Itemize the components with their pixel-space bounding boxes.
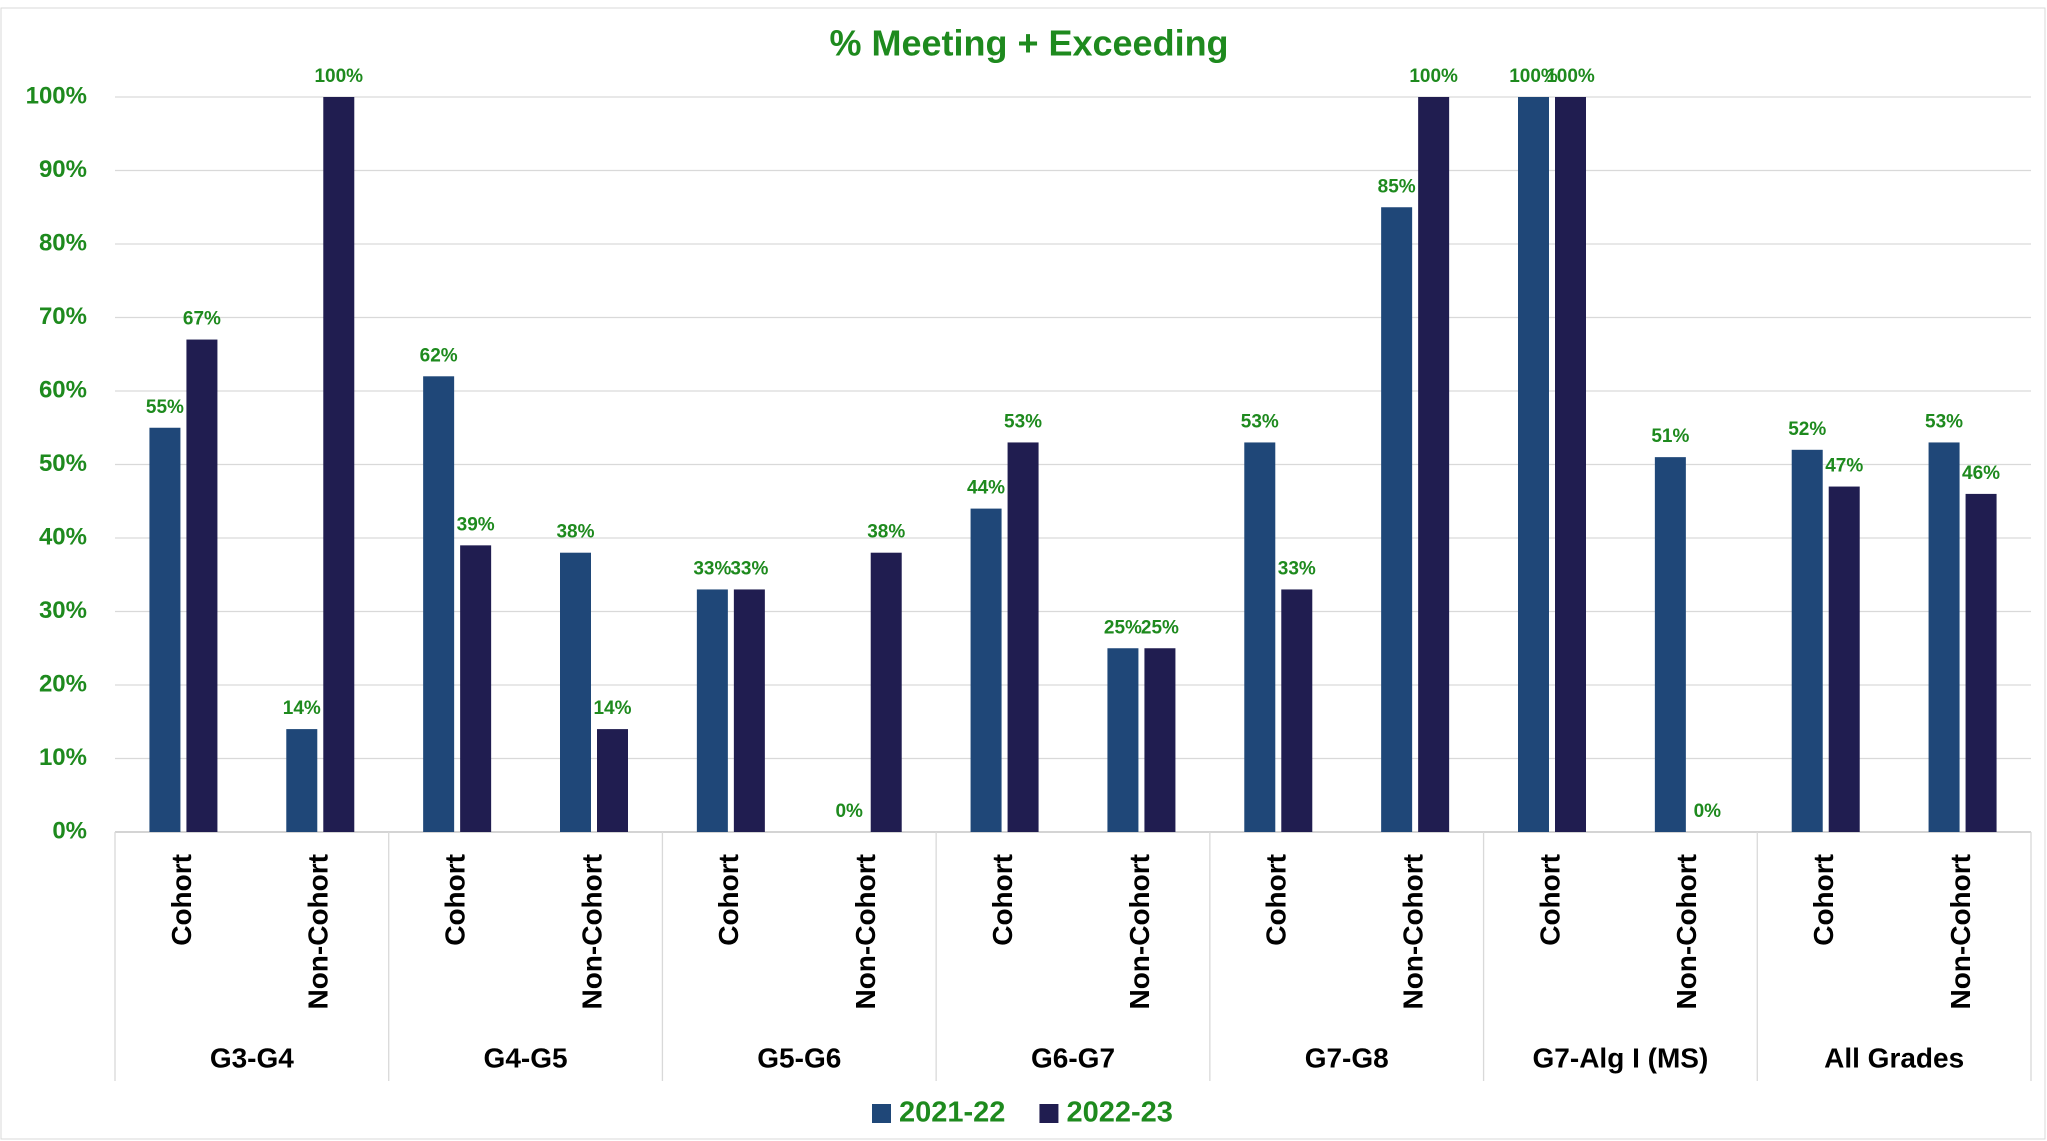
data-label: 33%: [730, 558, 768, 579]
x-tick-label: Cohort: [440, 854, 471, 946]
x-tick-label: Non-Cohort: [1124, 854, 1155, 1010]
bar: [870, 552, 902, 832]
data-label: 14%: [593, 698, 631, 719]
data-label: 55%: [146, 397, 184, 418]
y-tick-label: 80%: [39, 229, 87, 256]
data-label: 53%: [1925, 411, 1963, 432]
bar: [286, 729, 318, 832]
bar: [1654, 457, 1686, 832]
data-label: 44%: [967, 478, 1005, 499]
data-label: 62%: [420, 345, 458, 366]
data-label: 100%: [1509, 66, 1558, 87]
x-tick-label: Non-Cohort: [1945, 854, 1976, 1010]
bar: [597, 729, 628, 832]
bar: [1928, 442, 1960, 832]
bar: [1555, 97, 1586, 832]
data-label: 52%: [1788, 419, 1826, 440]
data-label: 39%: [457, 514, 495, 535]
bar: [149, 427, 181, 832]
bar: [460, 545, 492, 832]
legend-label: 2021-22: [899, 1097, 1005, 1129]
data-label: 38%: [556, 522, 594, 543]
bar: [1281, 589, 1313, 832]
data-label: 100%: [314, 66, 363, 87]
bar: [1144, 648, 1176, 832]
bar: [1418, 97, 1450, 832]
bar: [423, 376, 455, 832]
bar: [560, 552, 591, 832]
group-label: G7-Alg I (MS): [1533, 1042, 1709, 1073]
bar: [323, 97, 355, 832]
y-tick-label: 40%: [39, 523, 87, 550]
y-tick-label: 60%: [39, 376, 87, 403]
group-label: G3-G4: [210, 1042, 294, 1073]
x-tick-label: Cohort: [713, 854, 744, 946]
data-label: 33%: [693, 558, 731, 579]
data-label: 33%: [1278, 558, 1316, 579]
bar: [1244, 442, 1276, 832]
y-tick-label: 0%: [52, 817, 87, 844]
y-tick-label: 90%: [39, 156, 87, 183]
bar: [1107, 648, 1139, 832]
data-label: 67%: [183, 309, 221, 330]
bar: [1007, 442, 1039, 832]
bar: [1518, 97, 1549, 832]
y-tick-label: 70%: [39, 303, 87, 330]
chart-title: % Meeting + Exceeding: [829, 23, 1228, 64]
data-label: 38%: [867, 522, 905, 543]
group-label: G5-G6: [757, 1042, 841, 1073]
data-label: 100%: [1546, 66, 1595, 87]
x-tick-label: Cohort: [166, 854, 197, 946]
data-label: 0%: [835, 801, 863, 822]
data-label: 53%: [1004, 411, 1042, 432]
data-label: 25%: [1141, 617, 1179, 638]
bar: [1828, 486, 1860, 832]
x-tick-label: Cohort: [1261, 854, 1292, 946]
bar: [970, 508, 1002, 832]
data-label: 47%: [1825, 456, 1863, 477]
legend-label: 2022-23: [1066, 1097, 1172, 1129]
x-tick-label: Cohort: [987, 854, 1018, 946]
data-label: 100%: [1409, 66, 1458, 87]
y-tick-label: 20%: [39, 670, 87, 697]
legend-swatch: [872, 1104, 891, 1123]
x-tick-label: Non-Cohort: [1398, 854, 1429, 1010]
x-tick-label: Cohort: [1808, 854, 1839, 946]
x-tick-label: Cohort: [1534, 854, 1565, 946]
y-tick-label: 30%: [39, 597, 87, 624]
x-tick-label: Non-Cohort: [303, 854, 334, 1010]
group-label: G6-G7: [1031, 1042, 1115, 1073]
bar: [186, 339, 218, 832]
data-label: 85%: [1378, 176, 1416, 197]
data-label: 0%: [1694, 801, 1722, 822]
group-label: All Grades: [1824, 1042, 1964, 1073]
x-tick-label: Non-Cohort: [576, 854, 607, 1010]
bar: [1791, 449, 1823, 832]
bar: [1381, 207, 1413, 832]
y-tick-label: 50%: [39, 450, 87, 477]
group-label: G4-G5: [484, 1042, 568, 1073]
legend-swatch: [1039, 1104, 1059, 1123]
x-tick-label: Non-Cohort: [1671, 854, 1702, 1010]
data-label: 46%: [1962, 463, 2000, 484]
y-tick-label: 100%: [26, 82, 87, 109]
data-label: 51%: [1651, 426, 1689, 447]
data-label: 25%: [1104, 617, 1142, 638]
bar: [696, 589, 728, 832]
group-label: G7-G8: [1305, 1042, 1389, 1073]
x-tick-label: Non-Cohort: [850, 854, 881, 1010]
data-label: 53%: [1241, 411, 1279, 432]
bar: [1965, 493, 1997, 832]
data-label: 14%: [283, 698, 321, 719]
y-tick-label: 10%: [39, 744, 87, 771]
bar: [733, 589, 765, 832]
